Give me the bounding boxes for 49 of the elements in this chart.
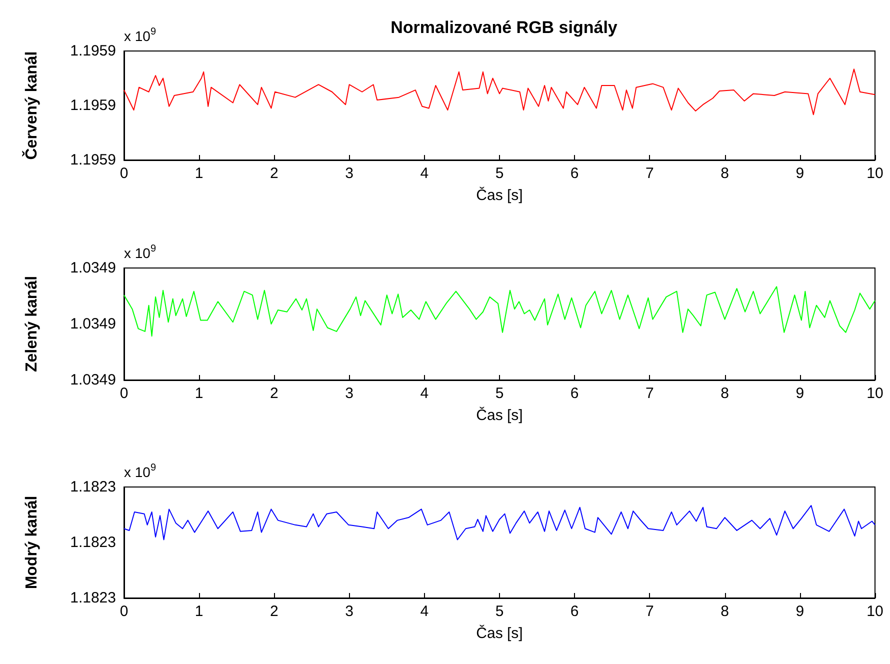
x-tick-label: 5 bbox=[495, 385, 504, 402]
text: 1.1823 bbox=[70, 534, 116, 551]
x-tick-label: 3 bbox=[345, 385, 354, 402]
text: 1.0349 bbox=[70, 372, 116, 388]
x-tick-label: 8 bbox=[720, 603, 729, 620]
x-tick-label: 9 bbox=[796, 603, 804, 620]
x-axis-title: Čas [s] bbox=[476, 406, 523, 424]
x-tick-label: 2 bbox=[270, 603, 278, 620]
x-tick-label: 10 bbox=[866, 385, 884, 402]
x-axis-title: Čas [s] bbox=[476, 186, 523, 204]
y-axis-title: Modrý kanál bbox=[24, 496, 40, 590]
x-tick-label: 7 bbox=[646, 165, 654, 182]
x-tick-label: 4 bbox=[420, 603, 429, 620]
x-tick-label: 8 bbox=[720, 165, 729, 182]
x-tick-label: 8 bbox=[720, 385, 729, 402]
y-axis-title: Červený kanál bbox=[22, 51, 40, 160]
x-tick-label: 7 bbox=[646, 385, 654, 402]
x-tick-label: 1 bbox=[194, 385, 204, 402]
x-tick-label: 3 bbox=[345, 165, 354, 182]
x-tick-label: 6 bbox=[570, 385, 579, 402]
x-tick-label: 1 bbox=[194, 603, 204, 620]
text: 1.1959 bbox=[70, 97, 116, 114]
x-tick-label: 10 bbox=[866, 603, 884, 620]
x-tick-label: 0 bbox=[120, 385, 128, 402]
text: 1.1959 bbox=[70, 42, 116, 60]
x-tick-label: 0 bbox=[120, 603, 128, 620]
text: 1.0349 bbox=[70, 260, 116, 276]
x-tick-label: 4 bbox=[420, 385, 429, 402]
x-tick-label: 0 bbox=[120, 165, 128, 182]
x-tick-label: 7 bbox=[646, 603, 654, 620]
y-axis-title: Zelený kanál bbox=[24, 276, 40, 372]
x-tick-label: 4 bbox=[420, 165, 429, 182]
text: 1.1823 bbox=[70, 590, 116, 606]
x-tick-label: 5 bbox=[495, 603, 504, 620]
x-tick-label: 9 bbox=[796, 165, 804, 182]
x-tick-label: 6 bbox=[570, 603, 579, 620]
x-tick-label: 3 bbox=[345, 603, 354, 620]
x-tick-label: 10 bbox=[866, 165, 884, 182]
x-tick-label: 6 bbox=[570, 165, 579, 182]
x-tick-label: 1 bbox=[194, 165, 204, 182]
text: 1.1823 bbox=[70, 478, 116, 496]
x-tick-label: 9 bbox=[796, 385, 804, 402]
x-tick-label: 2 bbox=[270, 165, 278, 182]
chart-title: Normalizované RGB signály bbox=[390, 18, 618, 37]
text: 1.1959 bbox=[70, 152, 116, 168]
x-tick-label: 5 bbox=[495, 165, 504, 182]
x-tick-label: 2 bbox=[270, 385, 278, 402]
x-axis-title: Čas [s] bbox=[476, 624, 523, 642]
text: 1.0349 bbox=[70, 316, 116, 332]
